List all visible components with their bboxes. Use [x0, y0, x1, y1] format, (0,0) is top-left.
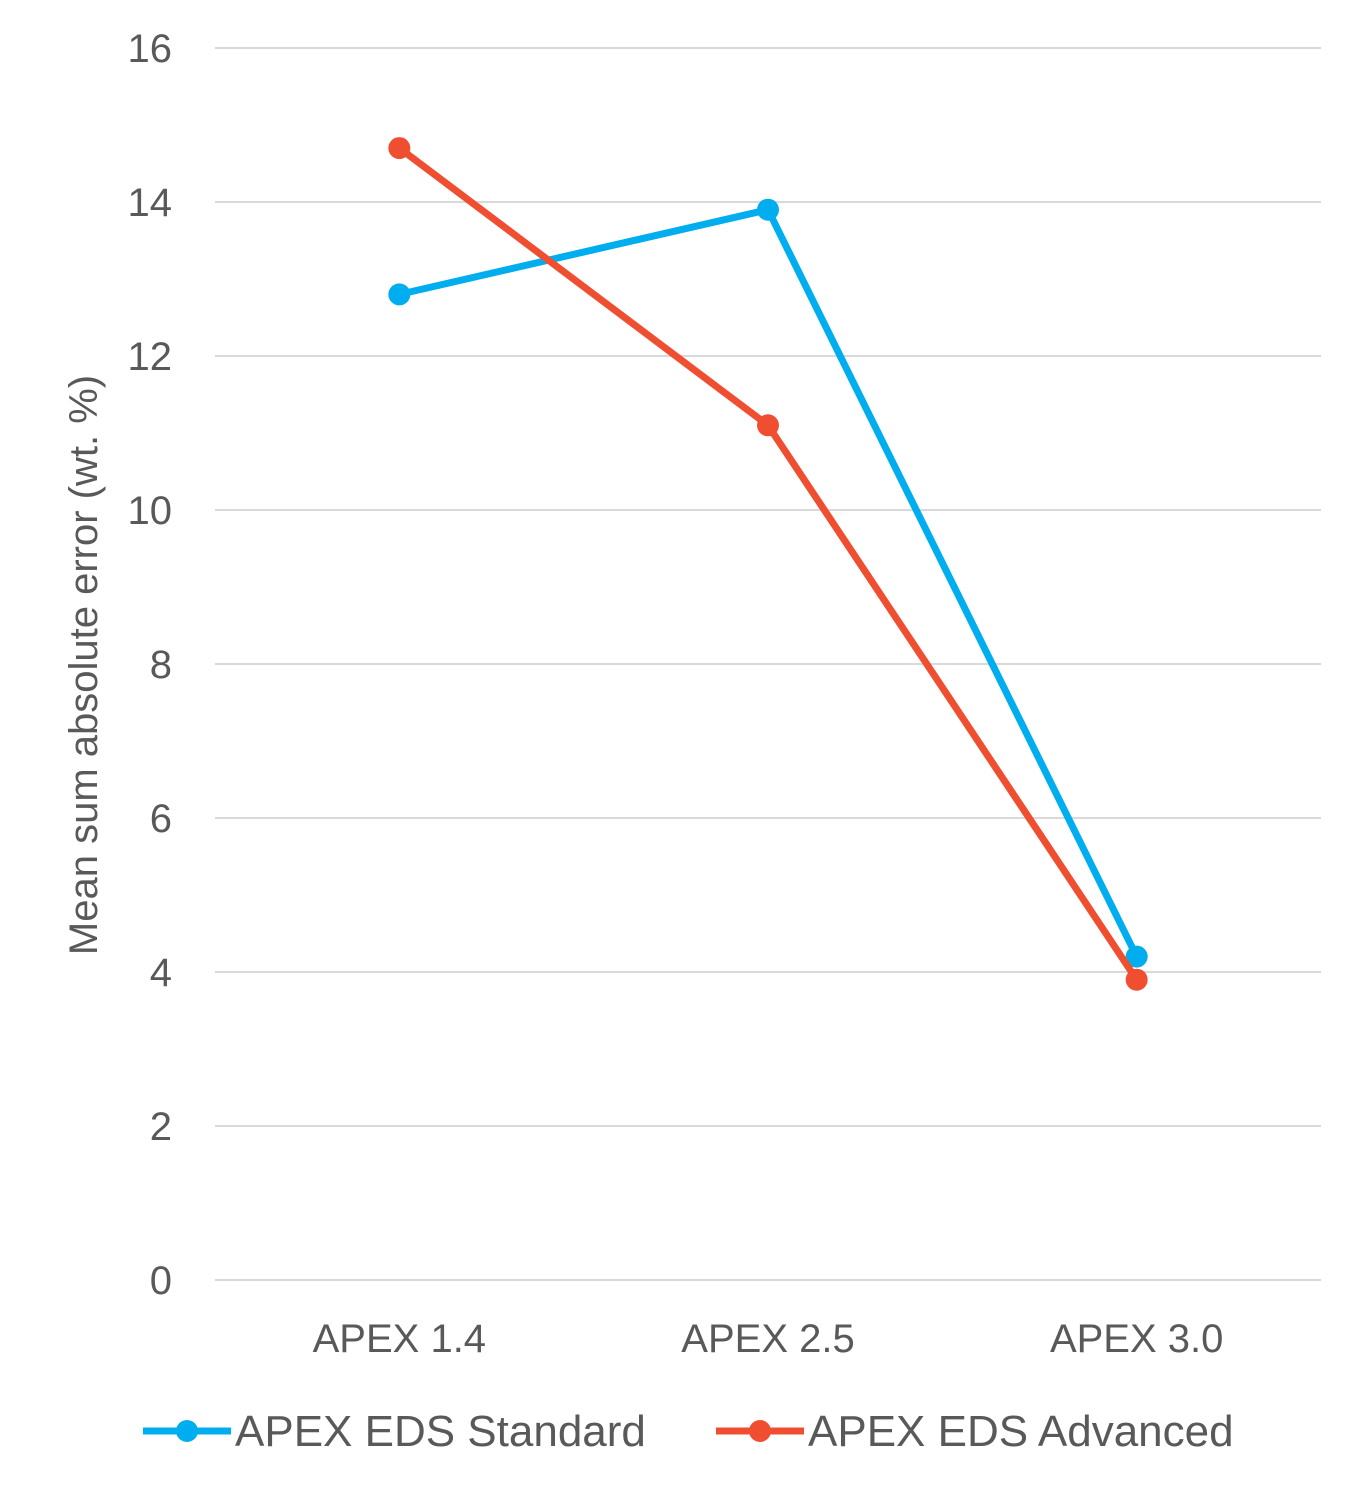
x-tick-label: APEX 2.5 — [681, 1317, 854, 1361]
y-tick-label: 14 — [128, 181, 173, 225]
legend-label: APEX EDS Advanced — [808, 1407, 1234, 1456]
y-tick-label: 16 — [128, 27, 173, 71]
series-line — [397, 145, 1140, 982]
series-group — [388, 137, 1148, 991]
legend: APEX EDS Standard APEX EDS Advanced — [143, 1407, 1234, 1456]
data-point — [757, 198, 779, 221]
y-tick-label: 6 — [150, 797, 172, 841]
data-point — [1125, 945, 1148, 968]
legend-label: APEX EDS Standard — [235, 1407, 646, 1456]
legend-marker — [176, 1420, 198, 1442]
y-tick-label: 10 — [128, 489, 173, 533]
data-point — [1125, 968, 1148, 991]
legend-marker — [749, 1420, 771, 1442]
legend-item: APEX EDS Standard — [143, 1407, 646, 1456]
gridlines — [215, 47, 1321, 1281]
data-point — [388, 137, 411, 160]
legend-item: APEX EDS Advanced — [716, 1407, 1234, 1456]
series-1 — [388, 137, 1148, 991]
data-point — [757, 414, 779, 437]
y-tick-label: 8 — [150, 643, 172, 687]
x-axis-ticks: APEX 1.4 APEX 2.5 APEX 3.0 — [313, 1317, 1224, 1361]
data-point — [388, 283, 411, 306]
x-tick-label: APEX 1.4 — [313, 1317, 486, 1361]
y-tick-label: 2 — [150, 1105, 172, 1149]
series-0 — [388, 198, 1148, 968]
series-line — [398, 206, 1140, 959]
y-tick-label: 12 — [128, 335, 173, 379]
y-tick-label: 0 — [150, 1259, 172, 1303]
x-tick-label: APEX 3.0 — [1050, 1317, 1223, 1361]
y-axis-label: Mean sum absolute error (wt. %) — [62, 375, 106, 955]
y-axis-ticks: 0 2 4 6 8 10 12 14 16 — [128, 27, 173, 1303]
y-tick-label: 4 — [150, 951, 172, 995]
